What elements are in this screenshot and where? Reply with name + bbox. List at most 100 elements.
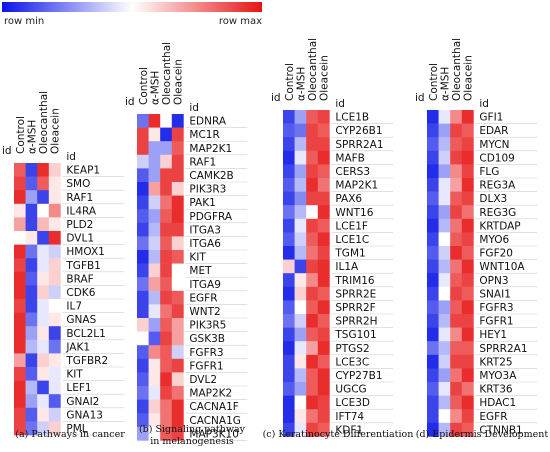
gene-label: LCE1F	[335, 220, 368, 232]
heatmap-cell	[450, 341, 463, 356]
column-header: Control	[428, 63, 440, 101]
heatmap-cell	[294, 286, 307, 301]
gene-label: CYP26B1	[335, 125, 382, 137]
heatmap-cell	[137, 141, 149, 156]
row-id-header: id	[125, 96, 135, 108]
gene-label: SPRR2E	[335, 288, 376, 300]
heatmap-cell	[461, 178, 474, 192]
gene-label: MAP2K1	[189, 143, 232, 155]
gene-label: KRTDAP	[479, 220, 520, 232]
heatmap-cell	[461, 137, 474, 152]
heatmap-cell	[427, 164, 439, 179]
heatmap-cell	[160, 277, 173, 292]
gene-label: RAF1	[66, 192, 93, 204]
gene-label: CD109	[479, 152, 514, 164]
heatmap-cell	[48, 394, 61, 409]
heatmap-cell	[461, 259, 474, 274]
heatmap-cell	[148, 209, 161, 224]
heatmap-cell	[14, 176, 26, 191]
heatmap-cell	[160, 318, 173, 332]
heatmap-cell	[450, 218, 463, 233]
gene-label: MAP2K2	[189, 388, 232, 400]
heatmap-cell	[317, 300, 330, 315]
heatmap-cell	[438, 341, 451, 356]
heatmap-cell	[294, 205, 307, 220]
heatmap-cell	[294, 273, 307, 288]
heatmap-cell	[14, 380, 26, 395]
gene-label: CAMK2B	[189, 170, 233, 182]
heatmap-cell	[294, 246, 307, 260]
heatmap-cell	[283, 178, 295, 192]
heatmap-cell	[461, 150, 474, 165]
heatmap-cell	[25, 190, 38, 205]
heatmap-cell	[427, 314, 439, 328]
heatmap-cell	[461, 395, 474, 410]
heatmap-cell	[438, 368, 451, 383]
heatmap-cell	[137, 331, 149, 346]
gene-label: GNAI2	[66, 396, 99, 408]
column-header: α-MSH	[149, 71, 161, 105]
heatmap-cell	[294, 259, 307, 274]
column-header: Control	[15, 116, 27, 154]
heatmap-cell	[148, 195, 161, 210]
heatmap-cell	[48, 163, 61, 177]
heatmap-cell	[283, 368, 295, 383]
heatmap-cell	[294, 178, 307, 192]
heatmap-cell	[317, 314, 330, 328]
gene-label: WNT16	[335, 207, 373, 219]
heatmap-cell	[317, 164, 330, 179]
heatmap-cell	[306, 123, 319, 138]
heatmap-cell	[306, 150, 319, 165]
heatmap-cell	[137, 345, 149, 360]
heatmap-cell	[37, 299, 50, 313]
heatmap-cell	[317, 232, 330, 247]
heatmap-cell	[450, 368, 463, 383]
gene-label: FGFR1	[189, 360, 223, 372]
heatmap-cell	[306, 395, 319, 410]
gene-id-header: id	[479, 98, 489, 110]
heatmap-cell	[160, 114, 173, 128]
heatmap-cell	[461, 341, 474, 356]
heatmap-cell	[306, 300, 319, 315]
gene-id-header: id	[189, 102, 199, 114]
heatmap-cell	[450, 382, 463, 396]
heatmap-cell	[160, 426, 173, 441]
heatmap-cell	[148, 426, 161, 441]
heatmap-cell	[37, 421, 50, 436]
heatmap-cell	[160, 195, 173, 210]
gene-label: WNT2	[189, 306, 220, 318]
heatmap-cell	[283, 422, 295, 437]
gene-label: MYO6	[479, 234, 509, 246]
heatmap-cell	[137, 168, 149, 183]
heatmap-cell	[283, 246, 295, 260]
heatmap-cell	[306, 218, 319, 233]
heatmap-cell	[160, 222, 173, 237]
heatmap-cell	[25, 299, 38, 313]
heatmap-cell	[450, 273, 463, 288]
gene-label: ITGA6	[189, 238, 221, 250]
heatmap-cell	[137, 236, 149, 251]
heatmap-cell	[294, 191, 307, 206]
heatmap-cell	[160, 413, 173, 428]
heatmap-cell	[14, 394, 26, 409]
gene-label: GFI1	[479, 112, 503, 124]
heatmap-cell	[306, 341, 319, 356]
gene-label: SMO	[66, 178, 90, 190]
heatmap-cell	[450, 150, 463, 165]
heatmap-cell	[317, 341, 330, 356]
heatmap-cell	[317, 205, 330, 220]
heatmap-cell	[48, 231, 61, 245]
heatmap-cell	[137, 386, 149, 400]
heatmap-cell	[283, 191, 295, 206]
heatmap-cell	[171, 250, 184, 264]
heatmap-cell	[48, 299, 61, 313]
heatmap-cell	[450, 409, 463, 424]
heatmap-cell	[148, 168, 161, 183]
gene-label: REG3G	[479, 207, 516, 219]
heatmap-cell	[438, 259, 451, 274]
heatmap-cell	[137, 127, 149, 142]
heatmap-cell	[294, 164, 307, 179]
heatmap-cell	[148, 345, 161, 360]
